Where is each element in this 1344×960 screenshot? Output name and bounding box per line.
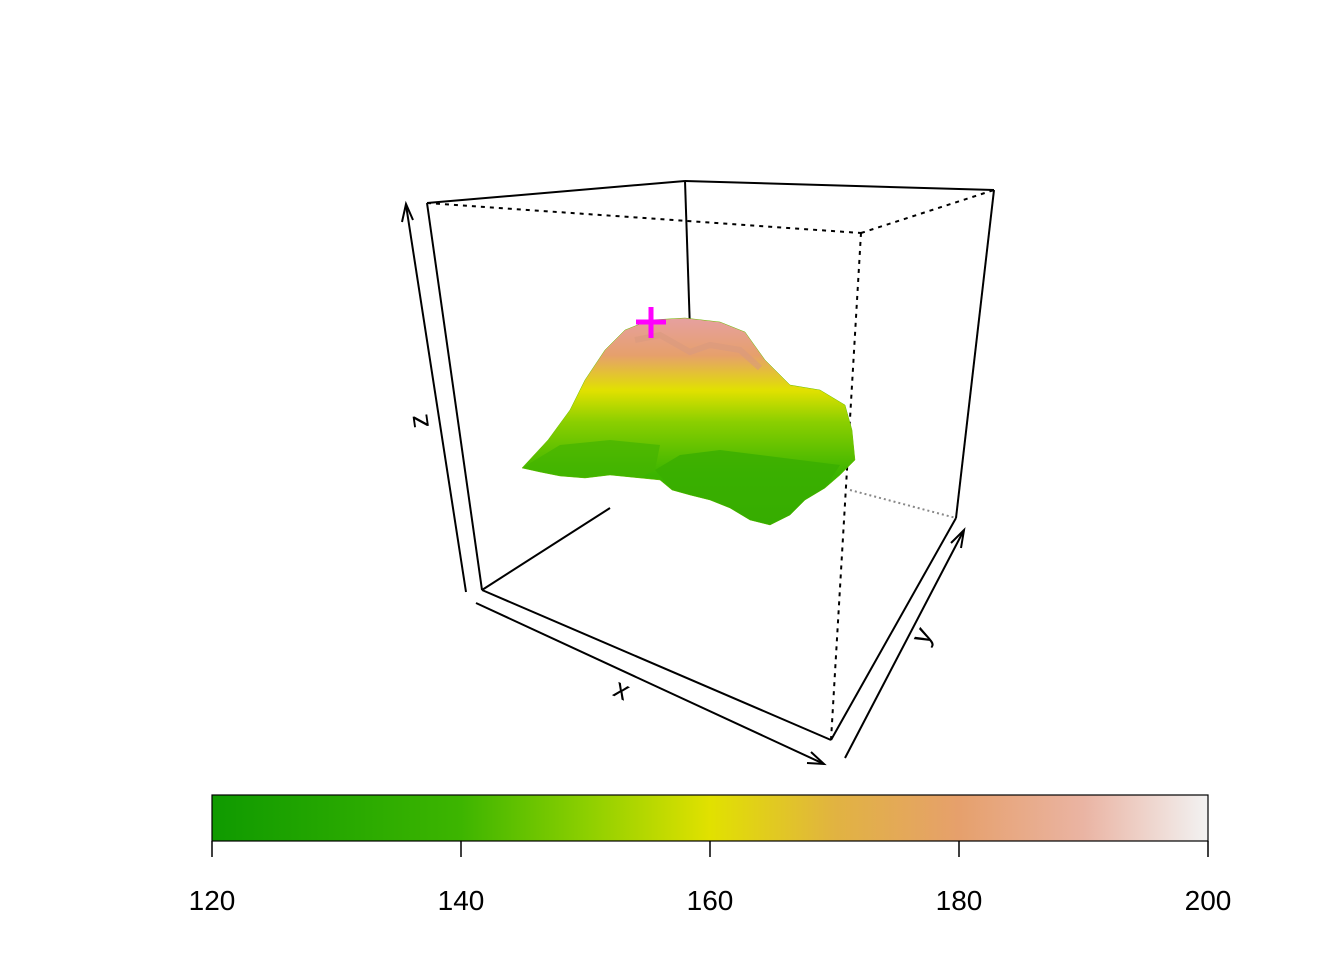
z-axis-arrow — [405, 204, 467, 593]
box-edge-center-vertical — [684, 180, 691, 331]
box-edge-bottom-right — [830, 517, 957, 741]
surface — [521, 317, 856, 526]
surface-lower-front — [655, 450, 840, 525]
z-axis-arrowhead — [401, 200, 414, 223]
box-edge-bottom-back-right — [849, 489, 957, 519]
z-axis-title: z — [402, 412, 435, 430]
x-axis-arrow — [475, 602, 825, 765]
x-axis-title: x — [609, 672, 635, 706]
box-edge-back-top-left — [426, 202, 862, 234]
colorbar-rect — [211, 794, 1209, 842]
plot-box — [426, 180, 995, 741]
axis-arrows — [401, 200, 966, 766]
box-edge-right-vertical — [955, 189, 995, 519]
box-edge-top-left — [426, 180, 686, 204]
colorbar-tick-label: 140 — [438, 885, 485, 916]
colorbar-tick-label: 120 — [189, 885, 236, 916]
x-axis-arrowhead — [806, 751, 827, 766]
surface-ridge — [634, 331, 763, 371]
box-edge-bottom-left — [481, 589, 832, 741]
box-edge-back-vertical — [830, 232, 862, 741]
box-edge-bottom-back-left — [481, 507, 611, 591]
box-edge-back-top-right — [860, 189, 995, 234]
colorbar-tick-label: 160 — [687, 885, 734, 916]
max-marker — [636, 307, 666, 338]
surface-left-front — [522, 440, 660, 478]
y-axis-arrow — [844, 529, 965, 759]
y-axis-arrowhead — [950, 527, 966, 549]
y-axis-title: y — [905, 622, 939, 649]
box-edge-top-right — [684, 180, 995, 191]
colorbar-tick-label: 180 — [936, 885, 983, 916]
colorbar: 120 140 160 180 200 — [189, 794, 1232, 916]
box-edge-left-vertical — [426, 202, 483, 591]
colorbar-ticks: 120 140 160 180 200 — [189, 841, 1232, 916]
colorbar-tick-label: 200 — [1185, 885, 1232, 916]
